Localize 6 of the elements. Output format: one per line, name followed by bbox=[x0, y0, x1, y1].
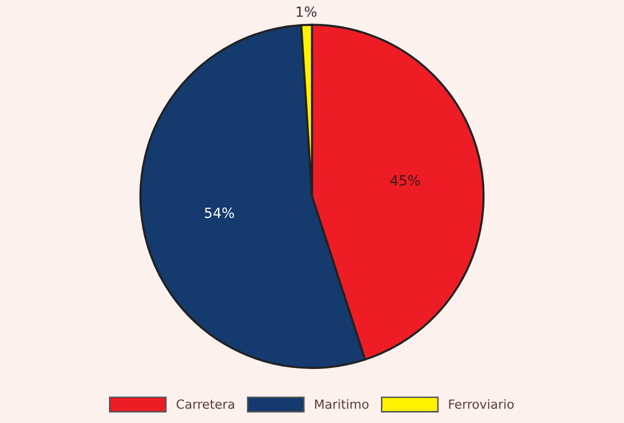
data-label: 45% bbox=[390, 175, 420, 186]
data-label: 54% bbox=[204, 208, 234, 218]
legend-label: Ferroviario bbox=[449, 399, 514, 409]
legend-label: Maritimo bbox=[315, 399, 368, 409]
data-label: 1% bbox=[296, 6, 316, 17]
legend-label: Carretera bbox=[176, 399, 234, 409]
